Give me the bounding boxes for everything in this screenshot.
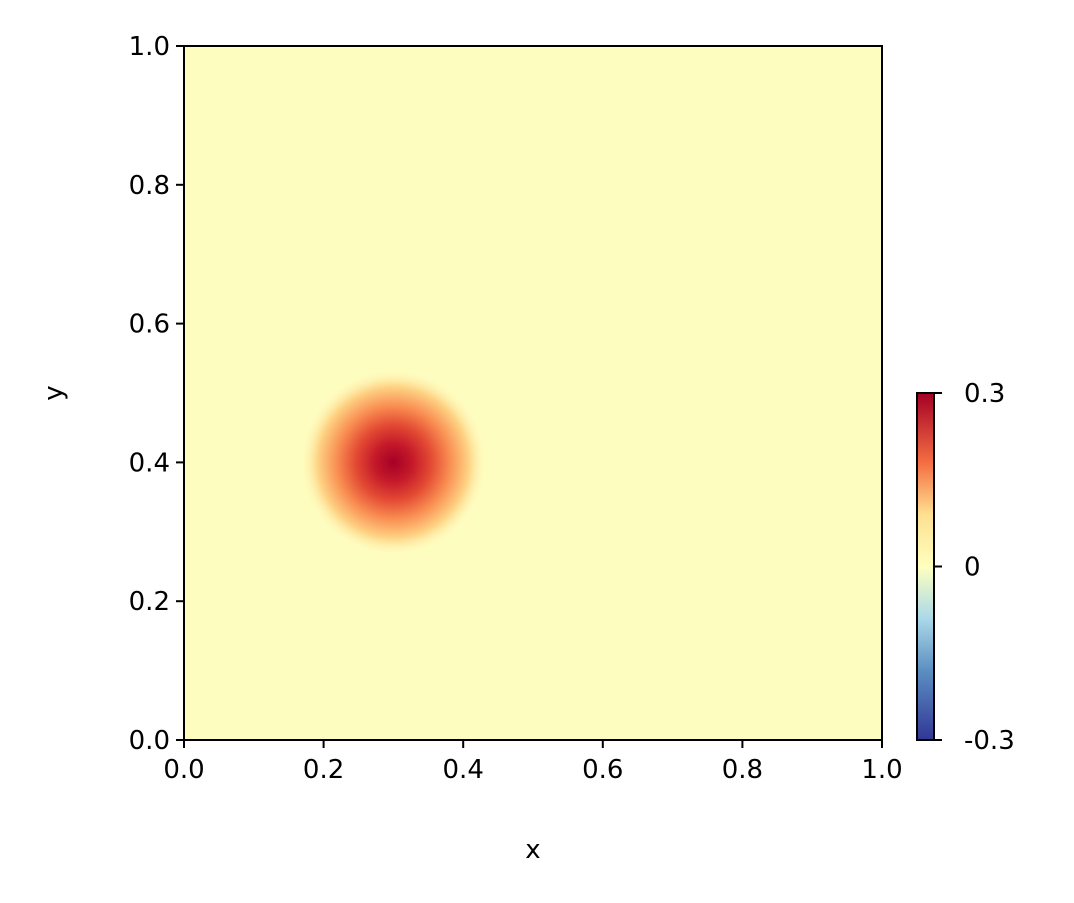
y-tick-label: 0.8	[129, 171, 170, 201]
y-tick-label: 0.0	[129, 726, 170, 756]
x-tick-label: 0.6	[582, 755, 623, 785]
x-tick-label: 0.4	[443, 755, 484, 785]
y-tick-label: 0.6	[129, 310, 170, 340]
x-tick-label: 1.0	[861, 755, 902, 785]
plot-frame	[183, 45, 883, 741]
y-axis-label: y	[39, 385, 69, 400]
y-tick-label: 1.0	[129, 32, 170, 62]
colorbar	[916, 392, 935, 741]
colorbar-tick-label: 0.3	[964, 379, 1005, 409]
x-tick-label: 0.8	[722, 755, 763, 785]
colorbar-tick-label: -0.3	[964, 726, 1015, 756]
colorbar-tick-label: 0	[964, 553, 981, 583]
y-tick-label: 0.4	[129, 448, 170, 478]
y-tick-label: 0.2	[129, 587, 170, 617]
x-tick-label: 0.2	[303, 755, 344, 785]
heatmap-background	[184, 46, 882, 740]
heatmap-peak	[299, 368, 488, 557]
x-axis-label: x	[525, 835, 540, 865]
x-tick-label: 0.0	[163, 755, 204, 785]
